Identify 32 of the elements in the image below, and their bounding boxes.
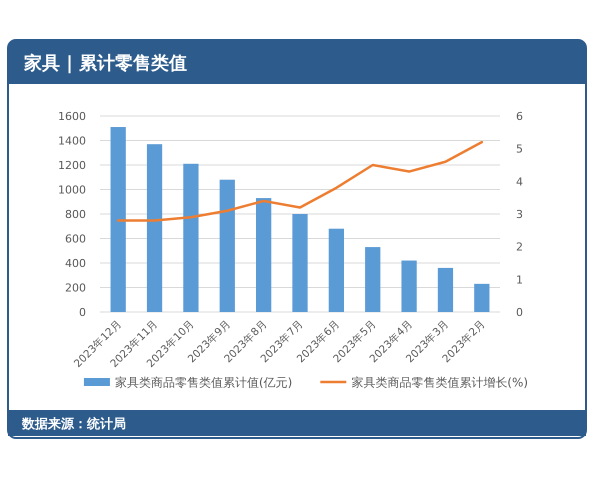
bar bbox=[328, 228, 344, 312]
y2-tick-label: 5 bbox=[516, 142, 523, 156]
bar bbox=[438, 268, 454, 312]
bar bbox=[365, 247, 380, 312]
y-tick-label: 1200 bbox=[58, 159, 86, 172]
y2-tick-label: 6 bbox=[516, 110, 523, 123]
legend-label: 家具类商品零售类值累计增长(%) bbox=[351, 376, 528, 390]
y2-tick-label: 1 bbox=[516, 273, 523, 286]
legend-label: 家具类商品零售类值累计值(亿元) bbox=[114, 376, 292, 390]
y-tick-label: 0 bbox=[79, 306, 86, 319]
chart-title: 家具 | 累计零售类值 bbox=[23, 53, 188, 74]
bar bbox=[146, 144, 162, 312]
y-tick-label: 1600 bbox=[58, 110, 86, 123]
y-tick-label: 1400 bbox=[58, 134, 86, 148]
y2-tick-label: 0 bbox=[516, 306, 523, 319]
bar bbox=[292, 214, 308, 312]
y-tick-label: 400 bbox=[65, 257, 86, 270]
bar bbox=[220, 180, 235, 312]
bar bbox=[256, 198, 272, 312]
bar bbox=[183, 164, 199, 312]
y-tick-label: 800 bbox=[65, 208, 86, 221]
line-series bbox=[116, 140, 484, 222]
y2-tick-label: 3 bbox=[516, 208, 523, 221]
y-tick-label: 200 bbox=[65, 282, 86, 294]
y-tick-label: 600 bbox=[65, 232, 86, 246]
bar bbox=[110, 127, 126, 312]
source-note: 数据来源：统计局 bbox=[21, 416, 126, 432]
bar bbox=[474, 284, 490, 312]
y2-tick-label: 2 bbox=[516, 240, 523, 254]
bar bbox=[401, 260, 417, 312]
y-tick-label: 1000 bbox=[58, 184, 86, 196]
y2-tick-label: 4 bbox=[516, 175, 523, 188]
